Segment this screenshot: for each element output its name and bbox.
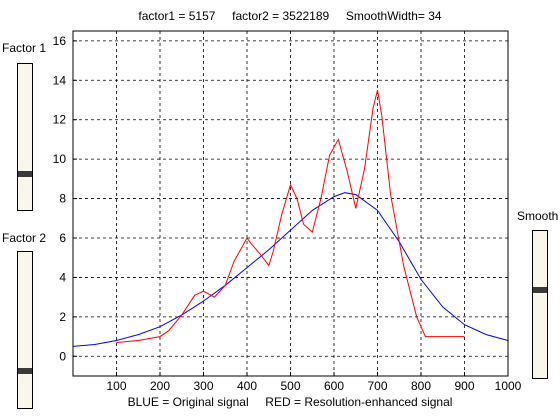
factor2-slider-thumb[interactable]	[18, 367, 32, 374]
y-tick-label: 6	[59, 231, 66, 245]
x-tick-label: 500	[280, 379, 300, 393]
x-tick-label: 1000	[495, 379, 522, 393]
x-tick-label: 200	[150, 379, 170, 393]
y-tick-label: 16	[53, 34, 67, 48]
y-tick-label: 14	[53, 73, 67, 87]
x-tick-label: 100	[106, 379, 126, 393]
factor1-slider[interactable]	[17, 63, 33, 211]
smooth-slider-thumb[interactable]	[533, 286, 547, 293]
plot-frame	[72, 30, 509, 377]
plot-title: factor1 = 5157 factor2 = 3522189 SmoothW…	[138, 9, 442, 23]
y-tick-label: 10	[53, 152, 67, 166]
enhanced-signal-line	[116, 89, 465, 343]
original-signal-line	[72, 192, 509, 347]
x-tick-label: 700	[367, 379, 387, 393]
y-tick-label: 4	[59, 270, 66, 284]
y-tick-label: 2	[59, 310, 66, 324]
plot-caption: BLUE = Original signal RED = Resolution-…	[127, 395, 453, 409]
grid-lines	[73, 31, 508, 376]
x-tick-label: 900	[454, 379, 474, 393]
x-tick-label: 800	[411, 379, 431, 393]
factor2-label: Factor 2	[2, 231, 47, 245]
smooth-slider[interactable]	[532, 230, 548, 379]
factor2-slider[interactable]	[17, 251, 33, 409]
x-tick-label: 600	[324, 379, 344, 393]
y-tick-label: 12	[53, 113, 67, 127]
y-tick-label: 8	[59, 192, 66, 206]
axis-ticks: 100 200 300 400 500 600 700 800 900 1000 0 2 4 6 8 10 12…	[53, 34, 522, 393]
factor1-slider-thumb[interactable]	[18, 170, 32, 177]
x-tick-label: 300	[193, 379, 213, 393]
y-tick-label: 0	[59, 349, 66, 363]
factor1-label: Factor 1	[2, 41, 47, 55]
series-lines	[72, 89, 509, 347]
x-tick-label: 400	[237, 379, 257, 393]
smooth-label: Smooth	[517, 209, 559, 223]
